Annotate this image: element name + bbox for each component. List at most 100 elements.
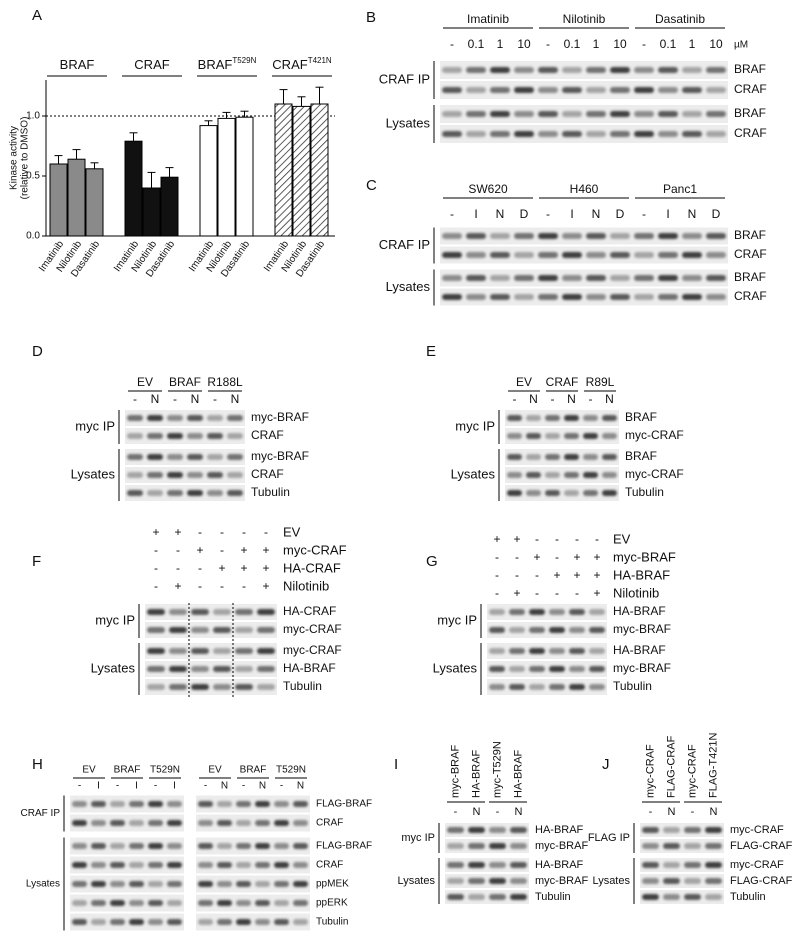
- blot-band: [549, 609, 565, 615]
- row-label: HA-BRAF: [535, 859, 584, 871]
- blot-band: [602, 472, 617, 478]
- blot-band: [509, 684, 525, 690]
- lane-label: 10: [613, 37, 627, 51]
- row-label: myc-BRAF: [251, 449, 309, 463]
- row-label: CRAF: [251, 428, 284, 442]
- condition-sign: -: [515, 568, 519, 582]
- group-label: FLAG-T421N: [707, 733, 719, 798]
- blot-strip: [70, 894, 184, 912]
- blot-strip: [440, 269, 728, 287]
- condition-sign: +: [218, 561, 225, 575]
- blot-band: [602, 433, 617, 439]
- blot-band: [255, 801, 270, 807]
- row-label: HA-BRAF: [535, 824, 584, 836]
- blot-strip: [440, 125, 728, 143]
- lane-label: N: [668, 806, 676, 818]
- blot-band: [147, 433, 163, 439]
- blot-band: [564, 472, 579, 478]
- group-label: H460: [570, 182, 599, 196]
- section-label: Lysates: [386, 115, 431, 130]
- blot-band: [129, 862, 144, 868]
- blot-band: [110, 919, 125, 925]
- blot-band: [564, 433, 579, 439]
- lane-label: -: [642, 207, 646, 221]
- blot-band: [610, 131, 630, 137]
- blot-strip: [196, 913, 310, 931]
- blot-band: [507, 415, 522, 421]
- blot-band: [169, 666, 187, 672]
- blot-band: [663, 894, 680, 900]
- blot-band: [569, 648, 585, 654]
- blot-band: [705, 862, 722, 868]
- group-superscript: T529N: [232, 56, 256, 65]
- row-label: FLAG-BRAF: [316, 841, 372, 852]
- blot-band: [602, 454, 617, 460]
- blot-band: [589, 627, 605, 633]
- lane-label: -: [116, 781, 119, 792]
- blot-band: [526, 454, 541, 460]
- y-axis-label: (relative to DMSO): [20, 117, 31, 200]
- group-label: BRAF: [240, 765, 267, 776]
- bar: [199, 125, 218, 237]
- blot-band: [466, 275, 486, 281]
- blot-strip: [440, 227, 728, 245]
- blot-band: [514, 233, 534, 239]
- blot-band: [72, 862, 87, 868]
- bar: [160, 176, 179, 237]
- condition-sign: -: [575, 532, 579, 546]
- lane-label: D: [616, 207, 625, 221]
- row-label: CRAF: [316, 860, 343, 871]
- blot-band: [217, 919, 232, 925]
- group-label: BRAF: [169, 375, 201, 389]
- blot-band: [706, 275, 726, 281]
- blot-band: [510, 862, 527, 868]
- row-label: CRAF: [734, 247, 767, 261]
- blot-band: [682, 131, 702, 137]
- blot-band: [526, 433, 541, 439]
- blot-band: [682, 275, 702, 281]
- blot-band: [72, 820, 87, 826]
- blot-band: [466, 294, 486, 300]
- blot-band: [227, 433, 243, 439]
- blot-band: [255, 919, 270, 925]
- blot-band: [191, 609, 209, 615]
- blot-band: [583, 415, 598, 421]
- blot-band: [187, 472, 203, 478]
- blot-band: [658, 294, 678, 300]
- blot-band: [198, 801, 213, 807]
- blot-band: [682, 111, 702, 117]
- lane-label: -: [154, 781, 157, 792]
- blot-band: [72, 919, 87, 925]
- blot-band: [514, 294, 534, 300]
- lane-label: N: [515, 806, 523, 818]
- blot-band: [602, 415, 617, 421]
- lane-label: N: [529, 392, 538, 406]
- blot-band: [167, 820, 182, 826]
- condition-sign: +: [262, 561, 269, 575]
- lane-label: 0.1: [660, 37, 677, 51]
- blot-band: [110, 881, 125, 887]
- blot-band: [442, 294, 462, 300]
- row-label: CRAF: [251, 467, 284, 481]
- blot-band: [586, 87, 606, 93]
- blot-band: [562, 67, 582, 73]
- blot-band: [682, 87, 702, 93]
- blot-strip: [125, 449, 245, 465]
- blot-strip: [70, 795, 184, 813]
- lane-label: N: [221, 781, 228, 792]
- blot-band: [147, 609, 165, 615]
- blot-band: [147, 415, 163, 421]
- row-label: FLAG-BRAF: [316, 799, 372, 810]
- blot-strip: [505, 449, 619, 465]
- blot-band: [466, 67, 486, 73]
- row-label: myc-CRAF: [730, 824, 784, 836]
- blot-band: [235, 627, 253, 633]
- blot-band: [642, 843, 659, 849]
- blot-band: [489, 648, 505, 654]
- row-label: ppERK: [316, 898, 348, 909]
- lane-label: I: [666, 207, 669, 221]
- blot-band: [466, 233, 486, 239]
- blot-band: [468, 894, 485, 900]
- blot-band: [705, 827, 722, 833]
- bar: [124, 140, 143, 237]
